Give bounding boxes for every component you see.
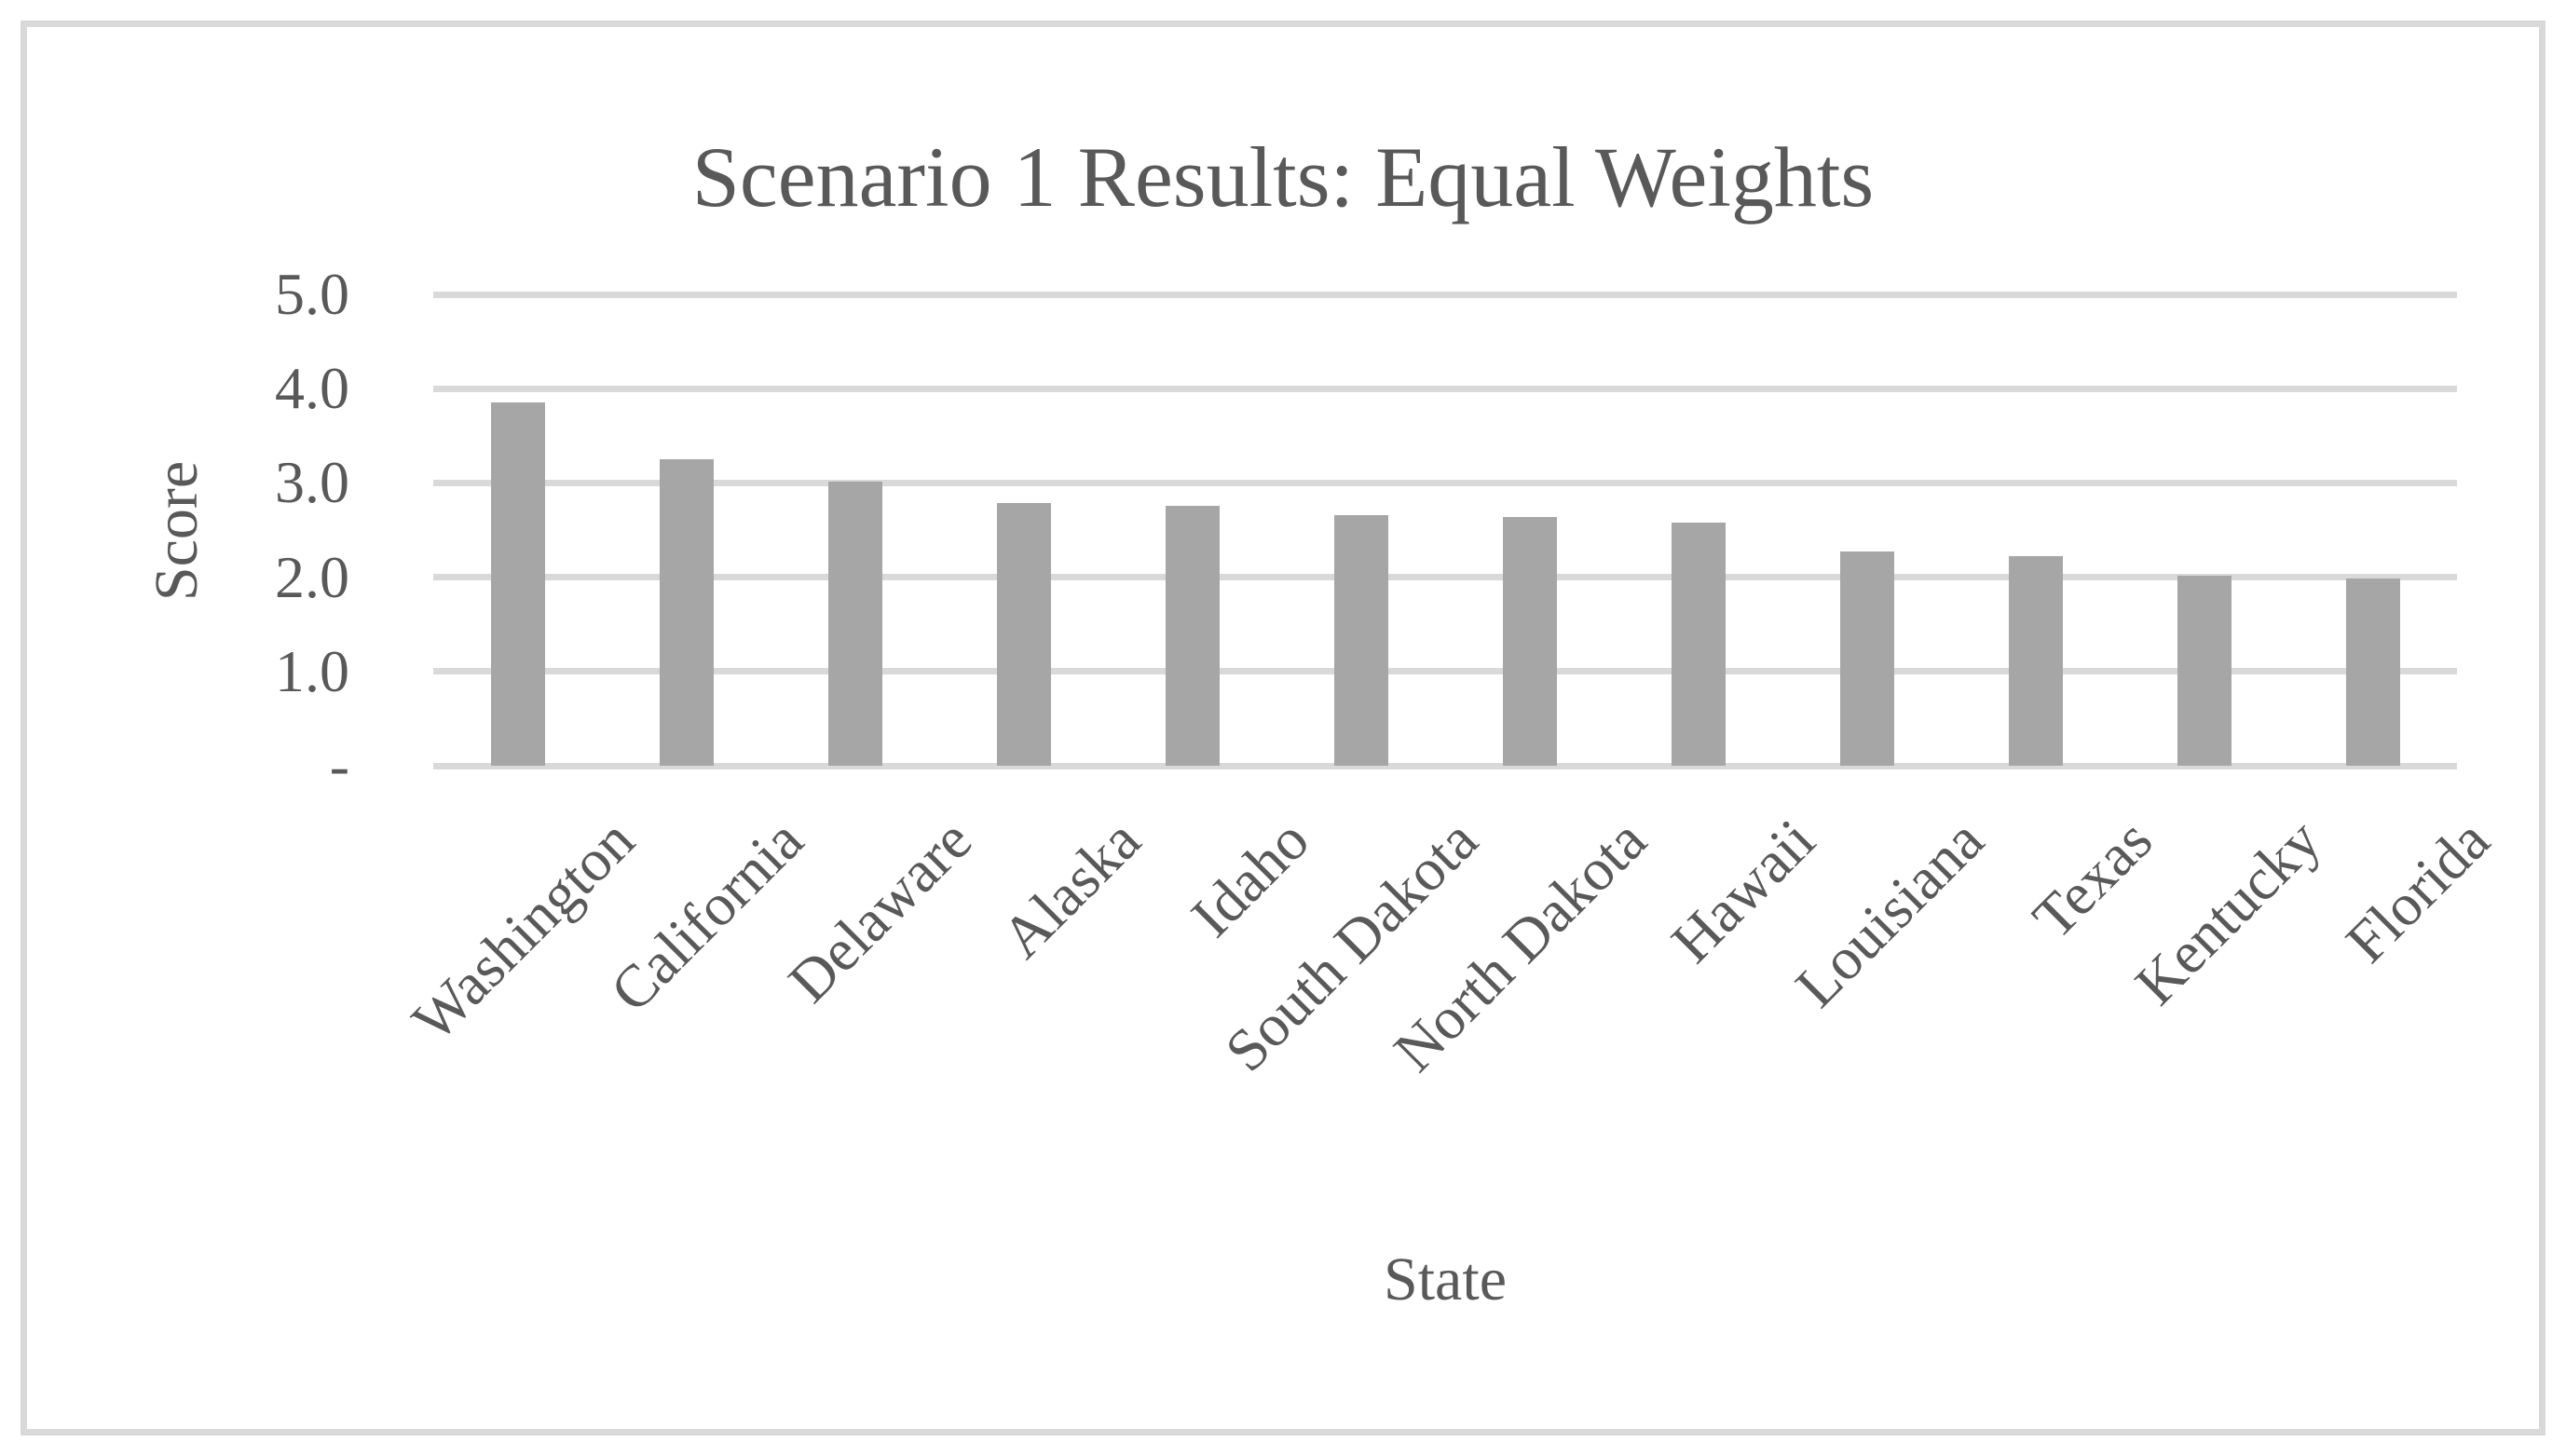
gridline	[433, 668, 2457, 675]
bar-south-dakota	[1333, 514, 1388, 766]
plot-area	[433, 291, 2457, 769]
bar-louisiana	[1839, 551, 1894, 766]
bar-north-dakota	[1502, 516, 1557, 766]
chart-frame-border	[20, 20, 2546, 1436]
bar-florida	[2345, 578, 2400, 766]
y-tick-label: 2.0	[275, 543, 349, 610]
bar-delaware	[827, 482, 882, 766]
y-tick-label: 4.0	[275, 355, 349, 422]
y-tick-label: -	[329, 732, 349, 798]
bar-hawaii	[1671, 522, 1726, 766]
chart-title: Scenario 1 Results: Equal Weights	[691, 129, 1875, 225]
gridline	[433, 762, 2457, 769]
gridline	[433, 385, 2457, 392]
bar-california	[659, 459, 714, 766]
gridline	[433, 291, 2457, 298]
bar-idaho	[1165, 505, 1220, 766]
gridline	[433, 479, 2457, 486]
y-tick-label: 5.0	[275, 261, 349, 327]
y-tick-label: 1.0	[275, 637, 349, 704]
bar-washington	[490, 402, 545, 766]
gridline	[433, 574, 2457, 581]
y-tick-label: 3.0	[275, 449, 349, 516]
bar-alaska	[996, 502, 1051, 766]
bar-texas	[2008, 556, 2063, 766]
x-axis-title: State	[1384, 1245, 1507, 1313]
y-axis-title: Score	[143, 460, 211, 602]
bar-kentucky	[2177, 575, 2232, 766]
